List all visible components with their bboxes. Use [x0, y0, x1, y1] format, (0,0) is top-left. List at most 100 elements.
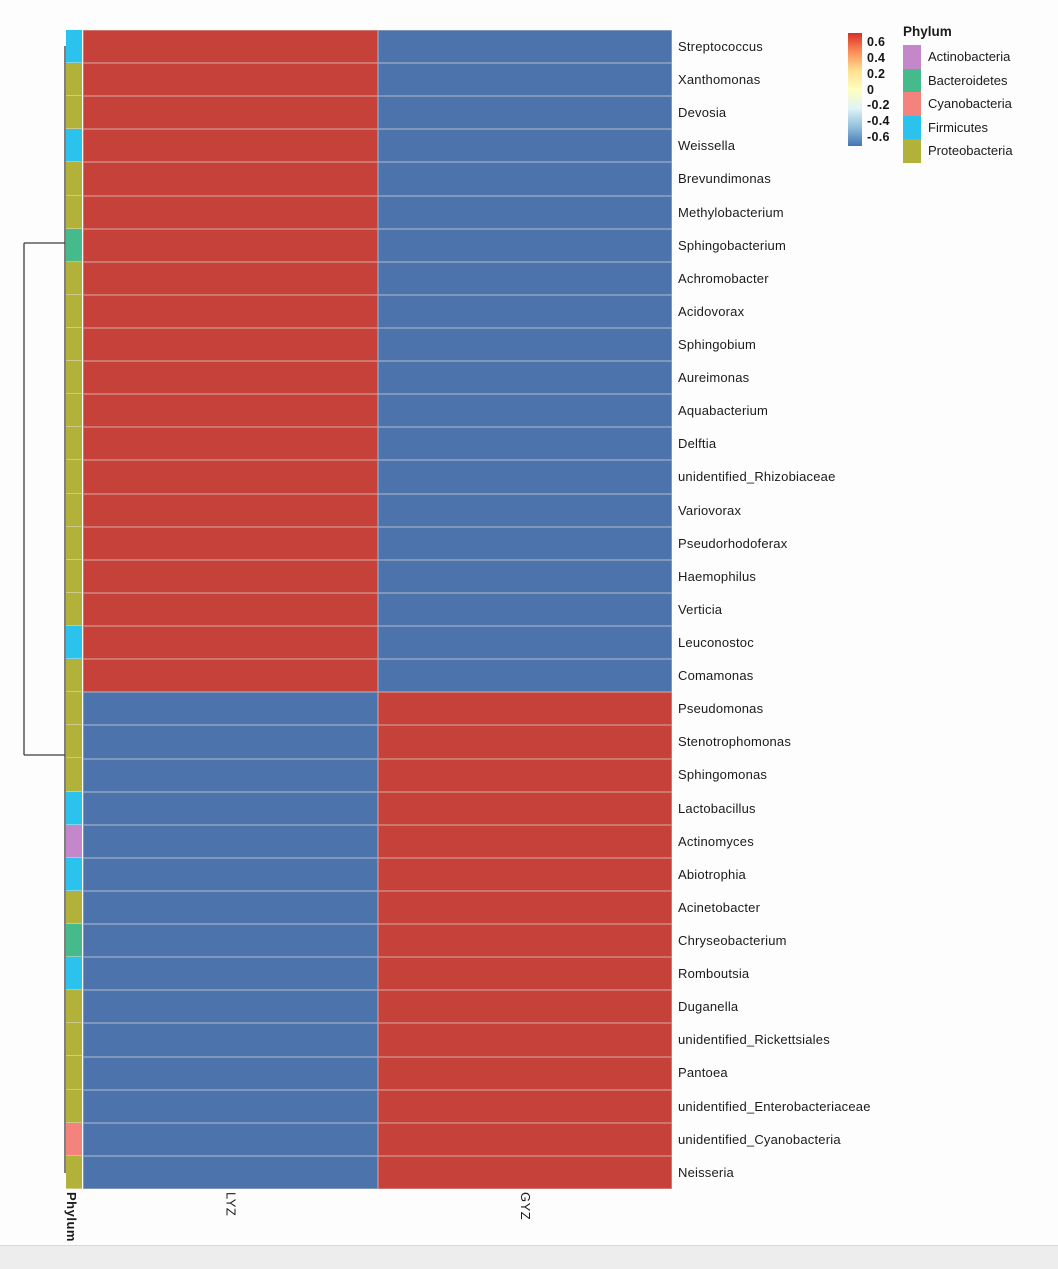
- scale-tick-label: 0.6: [867, 34, 886, 49]
- phylum-label: Proteobacteria: [928, 143, 1013, 159]
- heatmap-cell: [83, 1089, 378, 1123]
- phylum-label: Firmicutes: [928, 119, 988, 135]
- heatmap-cell: [83, 328, 378, 362]
- heatmap-cell: [377, 957, 672, 991]
- row-label: Brevundimonas: [678, 171, 771, 187]
- heatmap-cell: [377, 526, 672, 560]
- row-label: Verticia: [678, 601, 723, 617]
- heatmap-cell: [377, 361, 672, 395]
- heatmap-cell: [377, 659, 672, 693]
- phylum-annotation-cell: [66, 394, 82, 428]
- phylum-label: Bacteroidetes: [928, 72, 1008, 88]
- heatmap-cell: [377, 725, 672, 759]
- heatmap-cell: [377, 559, 672, 593]
- row-label: Xanthomonas: [678, 72, 761, 88]
- heatmap-cell: [377, 96, 672, 130]
- row-label: Aureimonas: [678, 370, 750, 386]
- row-label: Sphingobium: [678, 337, 757, 353]
- heatmap-cell: [83, 1056, 378, 1090]
- row-labels: Streptococcus Xanthomonas Devosia Weissella…: [678, 30, 938, 1189]
- phylum-annotation-cell: [66, 824, 82, 858]
- row-dendrogram: [23, 46, 66, 1173]
- heatmap-cell: [83, 725, 378, 759]
- heatmap-cell: [377, 394, 672, 428]
- phylum-annotation-cell: [66, 195, 82, 229]
- heatmap-cell: [377, 493, 672, 527]
- heatmap-cell: [83, 493, 378, 527]
- row-label: Chryseobacterium: [678, 933, 787, 948]
- color-scale-bar: [848, 33, 862, 146]
- row-label: Sphingomonas: [678, 767, 768, 783]
- row-label: Pseudorhodoferax: [678, 535, 788, 551]
- row-label: unidentified_Rhizobiaceae: [678, 469, 836, 485]
- phylum-annotation-cell: [66, 1089, 82, 1123]
- heatmap-cell: [83, 361, 378, 395]
- heatmap-cell: [377, 63, 672, 97]
- heatmap-cell: [377, 195, 672, 229]
- row-label: Haemophilus: [678, 568, 757, 584]
- phylum-swatch: [903, 92, 921, 116]
- heatmap-cell: [83, 824, 378, 858]
- heatmap-cell: [83, 957, 378, 991]
- phylum-legend-item: Actinobacteria: [903, 45, 1053, 69]
- phylum-annotation-cell: [66, 692, 82, 726]
- column-label: LYZ: [223, 1192, 239, 1217]
- heatmap-cell: [83, 592, 378, 627]
- heatmap-cell: [377, 857, 672, 891]
- row-label: Delftia: [678, 436, 717, 452]
- heatmap-cell: [83, 460, 378, 494]
- phylum-annotation-cell: [66, 96, 82, 130]
- heatmap-cell: [377, 592, 672, 627]
- row-label: Neisseria: [678, 1164, 734, 1180]
- phylum-legend-item: Proteobacteria: [903, 139, 1053, 163]
- phylum-annotation-cell: [66, 427, 82, 461]
- phylum-annotation-column: [66, 30, 82, 1189]
- heatmap-cell: [83, 228, 378, 262]
- row-label: Aquabacterium: [678, 403, 769, 419]
- scale-tick-label: 0.2: [867, 66, 886, 81]
- row-label: Abiotrophia: [678, 866, 746, 882]
- heatmap-cell: [377, 427, 672, 461]
- heatmap-cell: [83, 129, 378, 163]
- heatmap-cell: [377, 460, 672, 494]
- phylum-annotation-cell: [66, 261, 82, 295]
- phylum-annotation-cell: [66, 1056, 82, 1090]
- heatmap-cell: [83, 1122, 378, 1156]
- phylum-annotation-cell: [66, 63, 82, 97]
- heatmap-cell: [83, 758, 378, 792]
- scale-tick-label: -0.4: [867, 114, 890, 129]
- heatmap-cell: [83, 924, 378, 958]
- heatmap-cell: [377, 129, 672, 163]
- phylum-annotation-cell: [66, 559, 82, 593]
- heatmap-cell: [377, 328, 672, 362]
- row-label: Acinetobacter: [678, 899, 761, 915]
- heatmap-cell: [377, 692, 672, 726]
- phylum-legend-item: Firmicutes: [903, 115, 1053, 139]
- heatmap-cell: [377, 924, 672, 958]
- phylum-annotation-cell: [66, 725, 82, 759]
- phylum-annotation-cell: [66, 460, 82, 494]
- heatmap-cell: [377, 1089, 672, 1123]
- phylum-legend: Phylum Actinobacteria Bacteroidetes Cyanob…: [903, 24, 1053, 163]
- row-label: Achromobacter: [678, 270, 769, 286]
- page-edge: [0, 1245, 1058, 1269]
- phylum-annotation-cell: [66, 1122, 82, 1156]
- phylum-legend-title: Phylum: [903, 24, 952, 39]
- heatmap-cell: [83, 162, 378, 196]
- heatmap-cell: [377, 1122, 672, 1156]
- heatmap-cell: [83, 261, 378, 295]
- phylum-annotation-cell: [66, 493, 82, 527]
- row-label: Pantoea: [678, 1065, 728, 1081]
- heatmap-cell: [83, 559, 378, 593]
- phylum-swatch: [903, 139, 921, 163]
- heatmap-cell: [83, 857, 378, 891]
- phylum-annotation-cell: [66, 857, 82, 891]
- phylum-annotation-cell: [66, 890, 82, 924]
- phylum-annotation-cell: [66, 1155, 82, 1189]
- phylum-annotation-cell: [66, 791, 82, 825]
- phylum-swatch: [903, 45, 921, 69]
- row-label: Devosia: [678, 105, 727, 121]
- heatmap-grid: [83, 30, 672, 1189]
- heatmap-cell: [377, 30, 672, 64]
- row-label: Romboutsia: [678, 966, 750, 982]
